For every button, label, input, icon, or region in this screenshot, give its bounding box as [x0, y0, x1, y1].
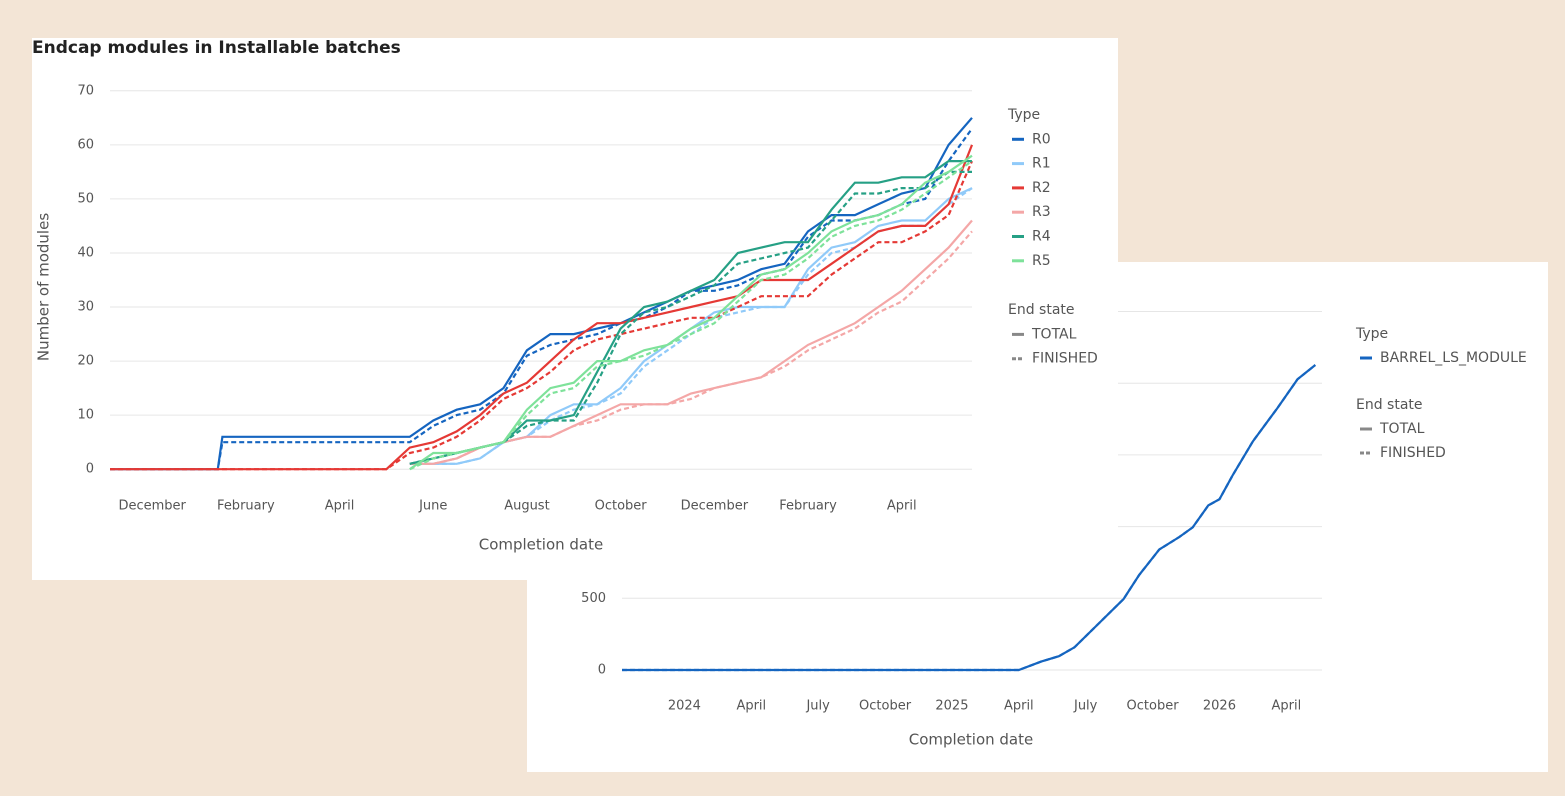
legend-title: End state: [1356, 397, 1423, 413]
y-tick-label: 10: [77, 408, 94, 423]
x-tick-label: April: [736, 699, 766, 714]
legend-title: Type: [1355, 326, 1388, 342]
series-line: [409, 160, 973, 471]
x-tick-label: July: [1073, 699, 1098, 714]
legend-title: Type: [1007, 107, 1040, 123]
y-tick-label: 30: [77, 300, 94, 315]
x-tick-label: October: [859, 699, 912, 714]
x-tick-label: July: [805, 699, 830, 714]
x-tick-label: August: [504, 499, 550, 514]
chart-1: Endcap modules in Installable batches Com…: [32, 38, 1098, 554]
y-tick-label: 60: [77, 137, 94, 152]
y-axis-label: Number of modules: [35, 213, 53, 361]
x-tick-label: 2025: [935, 699, 968, 714]
legend-label: R1: [1032, 156, 1051, 172]
x-tick-label: December: [118, 499, 186, 514]
x-axis-label: Completion date: [909, 731, 1034, 749]
x-axis-label: Completion date: [479, 536, 604, 554]
x-tick-label: 2024: [668, 699, 701, 714]
legend-label: R0: [1032, 131, 1051, 147]
legend-label: TOTAL: [1379, 421, 1425, 437]
x-tick-label: 2026: [1203, 699, 1236, 714]
legend-label: R2: [1032, 180, 1051, 196]
x-tick-label: December: [681, 499, 749, 514]
x-tick-label: February: [217, 499, 275, 514]
legend-label: FINISHED: [1032, 351, 1098, 367]
y-tick-label: 500: [581, 591, 606, 606]
legend-label: FINISHED: [1380, 445, 1446, 461]
legend-label: R3: [1032, 204, 1051, 220]
legend-label: TOTAL: [1031, 326, 1077, 342]
y-tick-label: 50: [77, 191, 94, 206]
x-tick-label: October: [595, 499, 648, 514]
legend-title: End state: [1008, 302, 1075, 318]
x-tick-label: April: [325, 499, 355, 514]
panel-1: [32, 38, 1118, 580]
series-line: [622, 364, 1316, 672]
x-tick-label: April: [1271, 699, 1301, 714]
x-tick-label: February: [779, 499, 837, 514]
legend-label: R5: [1032, 253, 1051, 269]
x-tick-label: April: [1004, 699, 1034, 714]
series-line: [110, 144, 974, 471]
series-line: [110, 160, 974, 471]
y-tick-label: 40: [77, 245, 94, 260]
legend-label: R4: [1032, 229, 1051, 245]
y-tick-label: 0: [598, 662, 606, 677]
y-tick-label: 70: [77, 83, 94, 98]
x-tick-label: June: [418, 499, 447, 514]
y-tick-label: 0: [86, 462, 94, 477]
chart-title: Endcap modules in Installable batches: [32, 38, 401, 58]
x-tick-label: April: [887, 499, 917, 514]
x-tick-label: October: [1127, 699, 1180, 714]
legend-label: BARREL_LS_MODULE: [1380, 350, 1527, 366]
y-tick-label: 20: [77, 354, 94, 369]
